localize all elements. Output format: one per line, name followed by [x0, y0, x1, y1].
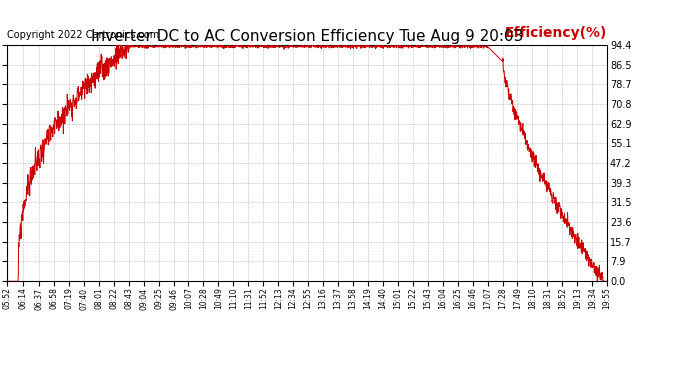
- Text: Efficiency(%): Efficiency(%): [505, 26, 607, 40]
- Title: Inverter DC to AC Conversion Efficiency Tue Aug 9 20:03: Inverter DC to AC Conversion Efficiency …: [91, 29, 523, 44]
- Text: Copyright 2022 Cartronics.com: Copyright 2022 Cartronics.com: [7, 30, 159, 40]
